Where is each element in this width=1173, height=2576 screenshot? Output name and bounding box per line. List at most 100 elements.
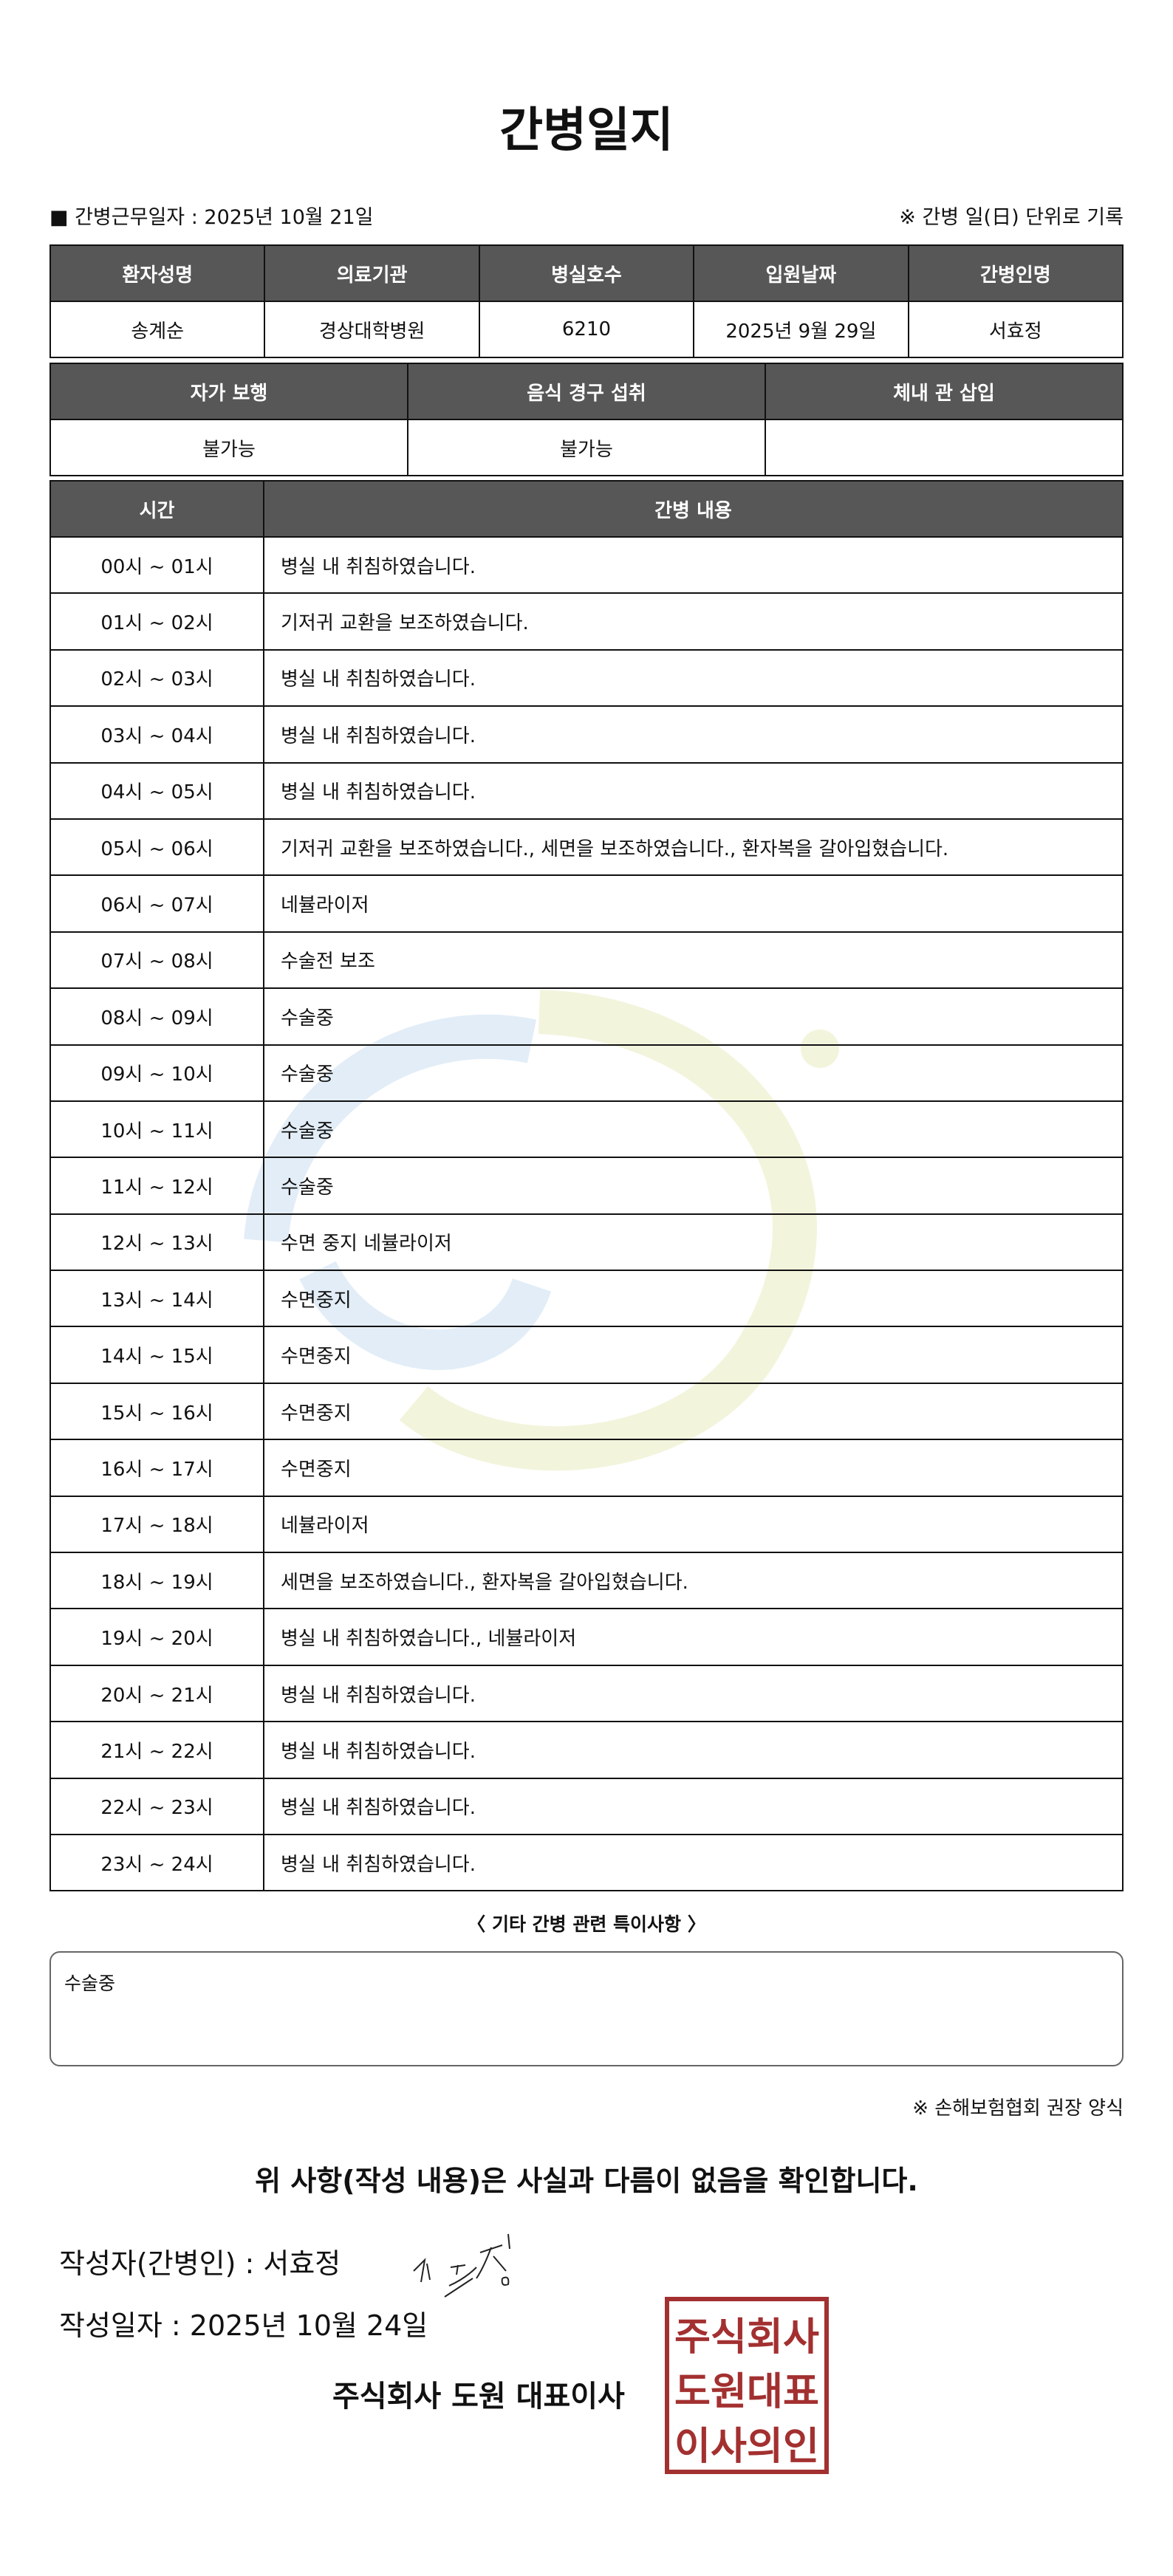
company-representative: 주식회사 도원 대표이사	[332, 2380, 625, 2414]
log-time: 13시 ~ 14시	[49, 1270, 264, 1328]
log-content: 병실 내 취침하였습니다.	[263, 1664, 1124, 1723]
header-patient-name: 환자성명	[49, 244, 266, 302]
header-time: 시간	[49, 480, 264, 538]
header-caregiver: 간병인명	[907, 244, 1124, 302]
patient-table: 환자성명 의료기관 병실호수 입원날짜 간병인명 송계순 경상대학병원 6210 2025년 …	[49, 244, 1124, 358]
log-content: 수면중지	[263, 1326, 1124, 1384]
status-table: 자가 보행 음식 경구 섭취 체내 관 삽입 불가능 불가능	[49, 363, 1124, 476]
log-row: 00시 ~ 01시 병실 내 취침하였습니다.	[49, 535, 1124, 595]
log-time: 09시 ~ 10시	[49, 1044, 264, 1102]
log-content: 네뷸라이저	[263, 1495, 1124, 1554]
log-content: 수술전 보조	[263, 931, 1124, 990]
svg-text:이사의인: 이사의인	[674, 2425, 819, 2469]
special-notes-box: 수술중	[49, 1951, 1124, 2066]
work-date: ■ 간병근무일자 : 2025년 10월 21일	[49, 206, 374, 229]
header-content: 간병 내용	[263, 480, 1124, 538]
header-institution: 의료기관	[264, 244, 480, 302]
log-time: 04시 ~ 05시	[49, 761, 264, 820]
log-content: 수술중	[263, 1157, 1124, 1215]
log-content: 수면중지	[263, 1270, 1124, 1328]
svg-text:도원대표: 도원대표	[674, 2370, 819, 2414]
log-row: 07시 ~ 08시 수술전 보조	[49, 931, 1124, 990]
record-unit-note: ※ 간병 일(日) 단위로 기록	[899, 206, 1124, 229]
room-number: 6210	[478, 301, 695, 358]
log-time: 08시 ~ 09시	[49, 987, 264, 1046]
log-content: 병실 내 취침하였습니다., 네뷸라이저	[263, 1608, 1124, 1666]
patient-name: 송계순	[49, 301, 266, 358]
log-time: 22시 ~ 23시	[49, 1777, 264, 1835]
log-row: 14시 ~ 15시 수면중지	[49, 1326, 1124, 1384]
log-time: 19시 ~ 20시	[49, 1608, 264, 1666]
log-content: 세면을 보조하였습니다., 환자복을 갈아입혔습니다.	[263, 1552, 1124, 1610]
log-time: 20시 ~ 21시	[49, 1664, 264, 1723]
written-date: 작성일자 : 2025년 10월 24일	[59, 2309, 428, 2342]
log-row: 23시 ~ 24시 병실 내 취침하였습니다.	[49, 1833, 1124, 1892]
log-content: 수면중지	[263, 1382, 1124, 1441]
svg-text:주식회사: 주식회사	[674, 2315, 819, 2360]
header-admission-date: 입원날짜	[693, 244, 909, 302]
log-row: 21시 ~ 22시 병실 내 취침하였습니다.	[49, 1721, 1124, 1779]
log-row: 20시 ~ 21시 병실 내 취침하였습니다.	[49, 1664, 1124, 1723]
log-time: 12시 ~ 13시	[49, 1213, 264, 1272]
page-title: 간병일지	[499, 103, 674, 158]
log-content: 기저귀 교환을 보조하였습니다., 세면을 보조하였습니다., 환자복을 갈아입…	[263, 818, 1124, 877]
log-time: 18시 ~ 19시	[49, 1552, 264, 1610]
header-room: 병실호수	[478, 244, 695, 302]
institution: 경상대학병원	[264, 301, 480, 358]
log-row: 02시 ~ 03시 병실 내 취침하였습니다.	[49, 648, 1124, 708]
log-content: 기저귀 교환을 보조하였습니다.	[263, 592, 1124, 651]
log-row: 11시 ~ 12시 수술중	[49, 1157, 1124, 1215]
log-time: 05시 ~ 06시	[49, 818, 264, 877]
log-row: 22시 ~ 23시 병실 내 취침하였습니다.	[49, 1777, 1124, 1835]
log-content: 병실 내 취침하였습니다.	[263, 1777, 1124, 1835]
log-time: 06시 ~ 07시	[49, 874, 264, 933]
log-row: 15시 ~ 16시 수면중지	[49, 1382, 1124, 1441]
writer: 작성자(간병인) : 서효정	[59, 2247, 341, 2280]
log-row: 16시 ~ 17시 수면중지	[49, 1439, 1124, 1497]
care-log-table: 시간 간병 내용 00시 ~ 01시 병실 내 취침하였습니다. 01시 ~ 02시 기…	[49, 480, 1124, 1892]
log-time: 23시 ~ 24시	[49, 1833, 264, 1892]
log-time: 14시 ~ 15시	[49, 1326, 264, 1384]
log-row: 05시 ~ 06시 기저귀 교환을 보조하였습니다., 세면을 보조하였습니다.,…	[49, 818, 1124, 877]
log-time: 16시 ~ 17시	[49, 1439, 264, 1497]
walking: 불가능	[49, 419, 408, 476]
confirmation-statement: 위 사항(작성 내용)은 사실과 다름이 없음을 확인합니다.	[255, 2165, 918, 2197]
header-tube: 체내 관 삽입	[765, 363, 1124, 420]
log-content: 수면 중지 네뷸라이저	[263, 1213, 1124, 1272]
log-row: 13시 ~ 14시 수면중지	[49, 1270, 1124, 1328]
header-walking: 자가 보행	[49, 363, 408, 420]
company-seal: 주식회사 도원대표 이사의인	[665, 2297, 829, 2474]
log-time: 07시 ~ 08시	[49, 931, 264, 990]
log-row: 08시 ~ 09시 수술중	[49, 987, 1124, 1046]
log-row: 10시 ~ 11시 수술중	[49, 1100, 1124, 1159]
log-content: 병실 내 취침하였습니다.	[263, 705, 1124, 764]
log-row: 01시 ~ 02시 기저귀 교환을 보조하였습니다.	[49, 592, 1124, 651]
log-content: 네뷸라이저	[263, 874, 1124, 933]
log-row: 12시 ~ 13시 수면 중지 네뷸라이저	[49, 1213, 1124, 1272]
log-time: 17시 ~ 18시	[49, 1495, 264, 1554]
log-content: 병실 내 취침하였습니다.	[263, 761, 1124, 820]
log-row: 04시 ~ 05시 병실 내 취침하였습니다.	[49, 761, 1124, 820]
header-oral-intake: 음식 경구 섭취	[407, 363, 766, 420]
signature	[399, 2227, 532, 2308]
form-note: ※ 손해보험협회 권장 양식	[912, 2097, 1124, 2120]
log-time: 10시 ~ 11시	[49, 1100, 264, 1159]
tube-insertion	[765, 419, 1124, 476]
log-content: 수술중	[263, 1100, 1124, 1159]
log-row: 03시 ~ 04시 병실 내 취침하였습니다.	[49, 705, 1124, 764]
log-content: 수술중	[263, 987, 1124, 1046]
log-row: 09시 ~ 10시 수술중	[49, 1044, 1124, 1102]
log-time: 21시 ~ 22시	[49, 1721, 264, 1779]
log-time: 01시 ~ 02시	[49, 592, 264, 651]
log-content: 병실 내 취침하였습니다.	[263, 535, 1124, 595]
log-time: 11시 ~ 12시	[49, 1157, 264, 1215]
caregiver-name: 서효정	[907, 301, 1124, 358]
admission-date: 2025년 9월 29일	[693, 301, 909, 358]
log-time: 02시 ~ 03시	[49, 648, 264, 708]
log-time: 00시 ~ 01시	[49, 535, 264, 595]
log-row: 06시 ~ 07시 네뷸라이저	[49, 874, 1124, 933]
log-row: 18시 ~ 19시 세면을 보조하였습니다., 환자복을 갈아입혔습니다.	[49, 1552, 1124, 1610]
log-time: 15시 ~ 16시	[49, 1382, 264, 1441]
log-content: 병실 내 취침하였습니다.	[263, 648, 1124, 708]
log-content: 수면중지	[263, 1439, 1124, 1497]
